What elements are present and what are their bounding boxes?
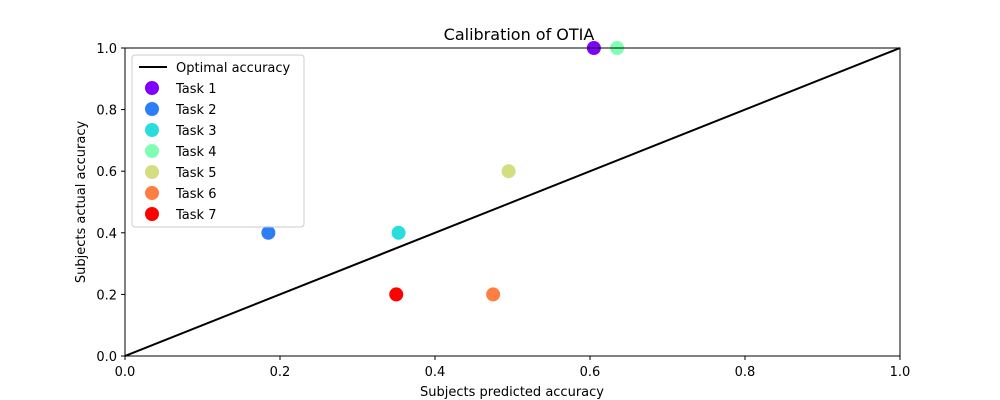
- legend-marker-task-6: [145, 186, 159, 200]
- legend-marker-task-7: [145, 207, 159, 221]
- y-tick-label: 0.4: [96, 227, 117, 242]
- scatter-point-task-2: [261, 225, 276, 240]
- legend-label-task-2: Task 2: [175, 103, 216, 118]
- chart-title: Calibration of OTIA: [444, 25, 595, 44]
- legend-label-task-5: Task 5: [175, 166, 216, 181]
- scatter-point-task-3: [391, 225, 406, 240]
- x-tick-label: 0.6: [580, 365, 601, 380]
- legend-label-task-6: Task 6: [175, 187, 216, 202]
- legend-marker-task-4: [145, 144, 159, 158]
- scatter-point-task-6: [486, 287, 501, 302]
- legend-marker-task-2: [145, 102, 159, 116]
- x-axis: 0.0 0.2 0.4 0.6 0.8 1.0: [115, 356, 911, 380]
- y-axis-label: Subjects actual accuracy: [74, 121, 89, 284]
- x-tick-label: 0.0: [115, 365, 136, 380]
- y-tick-label: 0.2: [96, 288, 117, 303]
- legend-label-task-4: Task 4: [175, 145, 216, 160]
- y-tick-label: 0.6: [96, 165, 117, 180]
- y-axis: 0.0 0.2 0.4 0.6 0.8 1.0: [96, 42, 125, 365]
- y-tick-label: 0.8: [96, 104, 117, 119]
- x-axis-label: Subjects predicted accuracy: [420, 385, 604, 400]
- y-tick-label: 1.0: [96, 42, 117, 57]
- x-tick-label: 1.0: [890, 365, 911, 380]
- y-tick-label: 0.0: [96, 350, 117, 365]
- legend-marker-task-5: [145, 165, 159, 179]
- legend-marker-task-3: [145, 123, 159, 137]
- x-tick-label: 0.8: [735, 365, 756, 380]
- legend-box: [131, 54, 305, 228]
- legend-label-task-1: Task 1: [175, 82, 216, 97]
- scatter-point-task-5: [501, 164, 516, 179]
- axes-frame: [124, 47, 901, 357]
- legend-label-task-7: Task 7: [175, 208, 216, 223]
- optimal-accuracy-line: [124, 47, 901, 357]
- scatter-point-task-7: [389, 287, 404, 302]
- legend-marker-task-1: [145, 81, 159, 95]
- x-tick-label: 0.2: [270, 365, 291, 380]
- legend-label-task-3: Task 3: [175, 124, 216, 139]
- legend-label-optimal-accuracy: Optimal accuracy: [176, 61, 291, 76]
- x-tick-label: 0.4: [425, 365, 446, 380]
- plot-area: [124, 41, 901, 357]
- legend: Optimal accuracy Task 1 Task 2 Task 3 Task …: [131, 54, 305, 228]
